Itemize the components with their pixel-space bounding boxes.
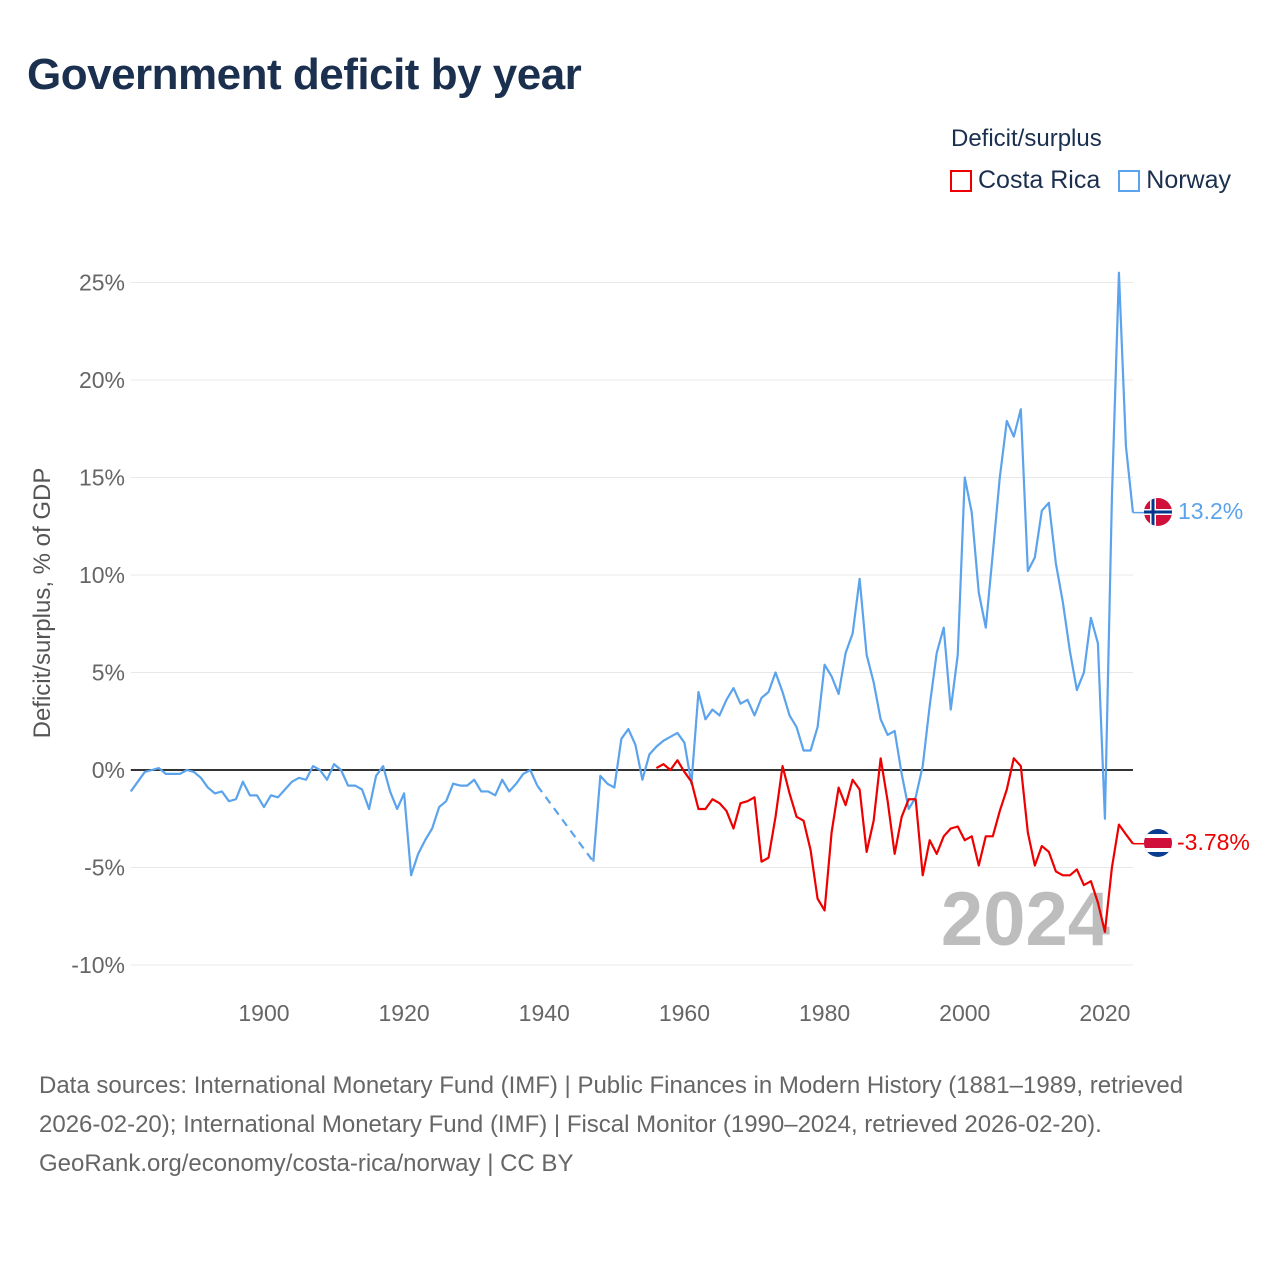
- costa-rica-flag-icon: [1144, 829, 1172, 857]
- y-tick-label: 10%: [79, 562, 125, 588]
- y-tick-label: -5%: [84, 855, 125, 881]
- x-tick-label: 2000: [939, 1000, 990, 1026]
- footer: Data sources: International Monetary Fun…: [39, 1066, 1239, 1183]
- legend-label: Costa Rica: [978, 166, 1101, 194]
- credit-link[interactable]: GeoRank.org/economy/costa-rica/norway | …: [39, 1150, 574, 1177]
- norway-end-label: 13.2%: [1178, 498, 1243, 524]
- x-tick-label: 1900: [238, 1000, 289, 1026]
- y-tick-label: 25%: [79, 270, 125, 296]
- legend-item-costa-rica[interactable]: Costa Rica: [950, 166, 1100, 195]
- norway-gap-line: [536, 784, 595, 863]
- legend-swatch-costa-rica: [950, 169, 972, 192]
- y-axis-label: Deficit/surplus, % of GDP: [29, 468, 56, 739]
- legend-item-norway[interactable]: Norway: [1118, 166, 1231, 195]
- legend-title: Deficit/surplus: [951, 125, 1102, 152]
- y-tick-label: 20%: [79, 367, 125, 393]
- x-tick-label: 1940: [519, 1000, 570, 1026]
- y-tick-label: 0%: [92, 757, 125, 783]
- legend-label: Norway: [1146, 166, 1232, 194]
- y-tick-label: 15%: [79, 465, 125, 491]
- year-watermark: 2024: [941, 877, 1110, 962]
- norway-flag-icon: [1144, 498, 1172, 526]
- legend: Costa Rica Norway: [950, 166, 1231, 195]
- x-tick-label: 2020: [1079, 1000, 1130, 1026]
- chart-title: Government deficit by year: [27, 50, 582, 99]
- norway-series-line: [592, 271, 1135, 862]
- data-sources: Data sources: International Monetary Fun…: [39, 1072, 1184, 1138]
- y-tick-label: 5%: [92, 660, 125, 686]
- norway-series-line: [129, 763, 539, 877]
- y-tick-label: -10%: [71, 952, 125, 978]
- costa-rica-end-label: -3.78%: [1177, 829, 1250, 855]
- x-tick-label: 1960: [659, 1000, 710, 1026]
- costa-rica-series-line: [655, 757, 1134, 933]
- x-tick-label: 1980: [799, 1000, 850, 1026]
- legend-swatch-norway: [1118, 169, 1141, 192]
- x-tick-label: 1920: [379, 1000, 430, 1026]
